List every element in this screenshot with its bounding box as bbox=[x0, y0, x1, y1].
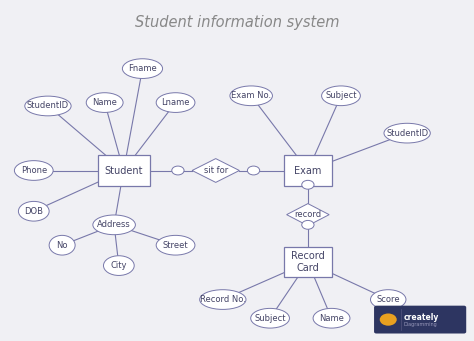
FancyBboxPatch shape bbox=[98, 155, 150, 186]
Text: StudentID: StudentID bbox=[27, 102, 69, 110]
Text: Address: Address bbox=[97, 220, 131, 229]
Text: Fname: Fname bbox=[128, 64, 157, 73]
Text: Student: Student bbox=[104, 165, 143, 176]
Text: record: record bbox=[294, 210, 321, 219]
Text: creately: creately bbox=[404, 313, 439, 322]
Ellipse shape bbox=[156, 93, 195, 113]
Text: Record
Card: Record Card bbox=[291, 251, 325, 273]
Ellipse shape bbox=[122, 59, 163, 78]
Ellipse shape bbox=[313, 308, 350, 328]
Text: Name: Name bbox=[92, 98, 117, 107]
Ellipse shape bbox=[14, 161, 53, 180]
Ellipse shape bbox=[103, 256, 134, 276]
Ellipse shape bbox=[18, 202, 49, 221]
Text: Street: Street bbox=[163, 241, 188, 250]
Text: Phone: Phone bbox=[21, 166, 47, 175]
Ellipse shape bbox=[49, 235, 75, 255]
Text: StudentID: StudentID bbox=[386, 129, 428, 138]
Text: Score: Score bbox=[376, 295, 400, 304]
Text: Exam No.: Exam No. bbox=[231, 91, 271, 100]
Polygon shape bbox=[192, 159, 239, 182]
Text: City: City bbox=[110, 261, 127, 270]
Text: Lname: Lname bbox=[161, 98, 190, 107]
Text: Student information system: Student information system bbox=[135, 15, 339, 30]
Text: No: No bbox=[56, 241, 68, 250]
Ellipse shape bbox=[93, 215, 136, 235]
Ellipse shape bbox=[371, 290, 406, 309]
Ellipse shape bbox=[25, 96, 71, 116]
Text: Subject: Subject bbox=[325, 91, 357, 100]
Text: sit for: sit for bbox=[204, 166, 228, 175]
Text: Name: Name bbox=[319, 314, 344, 323]
Circle shape bbox=[380, 313, 397, 326]
Text: Subject: Subject bbox=[255, 314, 286, 323]
Circle shape bbox=[172, 166, 184, 175]
Ellipse shape bbox=[384, 123, 430, 143]
Circle shape bbox=[302, 180, 314, 189]
FancyBboxPatch shape bbox=[284, 247, 331, 278]
Polygon shape bbox=[287, 204, 329, 226]
Text: DOB: DOB bbox=[24, 207, 43, 216]
Text: Exam: Exam bbox=[294, 165, 321, 176]
Ellipse shape bbox=[156, 235, 195, 255]
Ellipse shape bbox=[86, 93, 123, 113]
Circle shape bbox=[247, 166, 260, 175]
Text: Record No.: Record No. bbox=[200, 295, 246, 304]
FancyBboxPatch shape bbox=[374, 306, 466, 333]
Text: Diagramming: Diagramming bbox=[404, 322, 438, 326]
Ellipse shape bbox=[251, 308, 290, 328]
Circle shape bbox=[302, 220, 314, 229]
Ellipse shape bbox=[321, 86, 360, 106]
FancyBboxPatch shape bbox=[284, 155, 331, 186]
Ellipse shape bbox=[200, 290, 246, 309]
Ellipse shape bbox=[230, 86, 273, 106]
